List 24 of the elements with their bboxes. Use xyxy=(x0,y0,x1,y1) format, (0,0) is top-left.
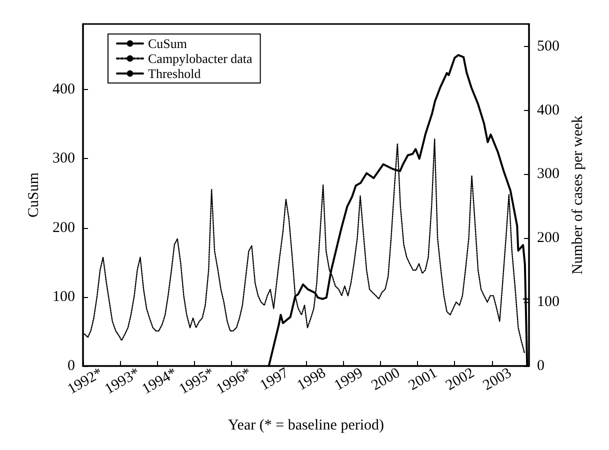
y2-tick-label: 300 xyxy=(537,166,560,182)
y2-tick-label: 0 xyxy=(537,358,544,374)
x-tick-label: 1999 xyxy=(332,365,366,394)
y2-axis-title: Number of cases per week xyxy=(570,114,586,275)
legend-label: Campylobacter data xyxy=(148,51,253,66)
x-tick-label: 1998 xyxy=(294,365,329,394)
legend-label: Threshold xyxy=(148,66,202,81)
y-tick-label: 100 xyxy=(52,288,75,305)
y-tick-label: 400 xyxy=(52,82,75,98)
x-tick-label: 2003 xyxy=(480,365,514,394)
y2-tick-label: 400 xyxy=(537,102,560,118)
x-tick-label: 2002 xyxy=(443,365,478,394)
y2-tick-label: 100 xyxy=(537,294,560,310)
x-axis-title: Year (* = baseline period) xyxy=(228,418,384,434)
y2-tick-label: 200 xyxy=(537,230,560,246)
y-axis-title: CuSum xyxy=(26,172,42,218)
y-tick-label: 0 xyxy=(68,358,75,374)
x-tick-label: 1997 xyxy=(257,364,292,394)
y-tick-label: 300 xyxy=(52,150,75,167)
x-tick-label: 2001 xyxy=(406,365,440,394)
legend-label: CuSum xyxy=(148,36,188,51)
x-tick-label: 2000 xyxy=(368,365,403,394)
y2-tick-label: 500 xyxy=(537,38,560,54)
y-tick-label: 200 xyxy=(52,220,75,236)
